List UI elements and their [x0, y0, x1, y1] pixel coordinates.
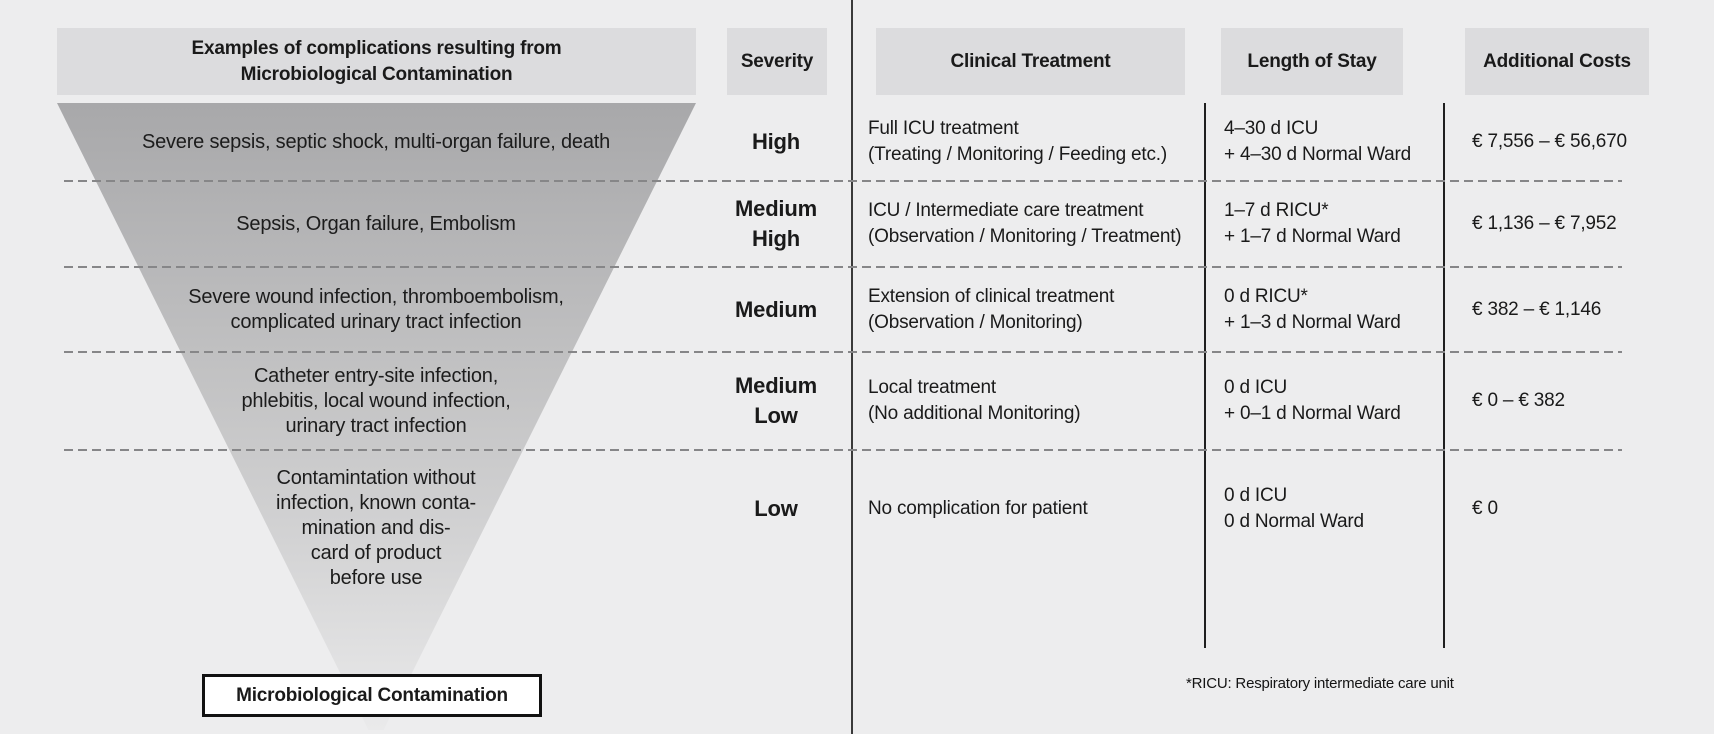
- row-separator-4: [64, 449, 1622, 451]
- length-of-stay-cell: 4–30 d ICU + 4–30 d Normal Ward: [1224, 118, 1411, 165]
- clinical-treatment-cell: Extension of clinical treatment (Observa…: [868, 285, 1115, 333]
- additional-costs-cell: € 0: [1472, 498, 1498, 519]
- severity-value: High: [751, 129, 801, 154]
- severity-value: Medium: [735, 296, 817, 322]
- row-separator-2: [64, 266, 1622, 268]
- length-of-stay-cell: 1–7 d RICU* + 1–7 d Normal Ward: [1224, 200, 1401, 247]
- clinical-treatment-cell: No complication for patient: [868, 498, 1088, 519]
- clinical-treatment-cell: Local treatment (No additional Monitorin…: [868, 377, 1081, 424]
- funnel-row-examples: Contamintation without infection, known …: [276, 467, 476, 589]
- length-of-stay-cell: 0 d RICU* + 1–3 d Normal Ward: [1224, 285, 1401, 333]
- severity-value: Medium High: [735, 196, 817, 251]
- separator-severity-treatment: [851, 0, 853, 734]
- additional-costs-cell: € 1,136 – € 7,952: [1472, 213, 1617, 234]
- clinical-treatment-cell: Full ICU treatment (Treating / Monitorin…: [868, 118, 1167, 165]
- row-separator-3: [64, 351, 1622, 353]
- header-severity: Severity: [727, 28, 827, 95]
- header-additional-costs: Additional Costs: [1465, 28, 1649, 95]
- funnel-row-examples: Catheter entry-site infection, phlebitis…: [241, 364, 511, 437]
- length-of-stay-cell: 0 d ICU 0 d Normal Ward: [1224, 485, 1364, 532]
- separator-treatment-stay: [1204, 103, 1206, 648]
- header-clinical-treatment: Clinical Treatment: [876, 28, 1185, 95]
- clinical-treatment-cell: ICU / Intermediate care treatment (Obser…: [868, 200, 1182, 247]
- ricu-footnote: *RICU: Respiratory intermediate care uni…: [1186, 675, 1454, 692]
- separator-stay-costs: [1443, 103, 1445, 648]
- additional-costs-cell: € 0 – € 382: [1472, 390, 1565, 411]
- length-of-stay-cell: 0 d ICU + 0–1 d Normal Ward: [1224, 377, 1401, 424]
- severity-value: Low: [754, 496, 798, 521]
- row-separator-1: [64, 180, 1622, 182]
- microbiological-contamination-label: Microbiological Contamination: [202, 674, 542, 717]
- header-examples: Examples of complications resulting from…: [57, 28, 696, 95]
- funnel-row-examples: Severe wound infection, thromboembolism,…: [188, 285, 564, 333]
- header-examples-text: Examples of complications resulting from…: [191, 37, 562, 85]
- additional-costs-cell: € 7,556 – € 56,670: [1472, 131, 1627, 152]
- header-length-of-stay: Length of Stay: [1221, 28, 1403, 95]
- severity-value: Medium Low: [735, 373, 817, 428]
- additional-costs-cell: € 382 – € 1,146: [1472, 298, 1602, 320]
- funnel-row-examples: Severe sepsis, septic shock, multi-organ…: [141, 130, 611, 153]
- funnel-row-examples: Sepsis, Organ failure, Embolism: [236, 212, 516, 235]
